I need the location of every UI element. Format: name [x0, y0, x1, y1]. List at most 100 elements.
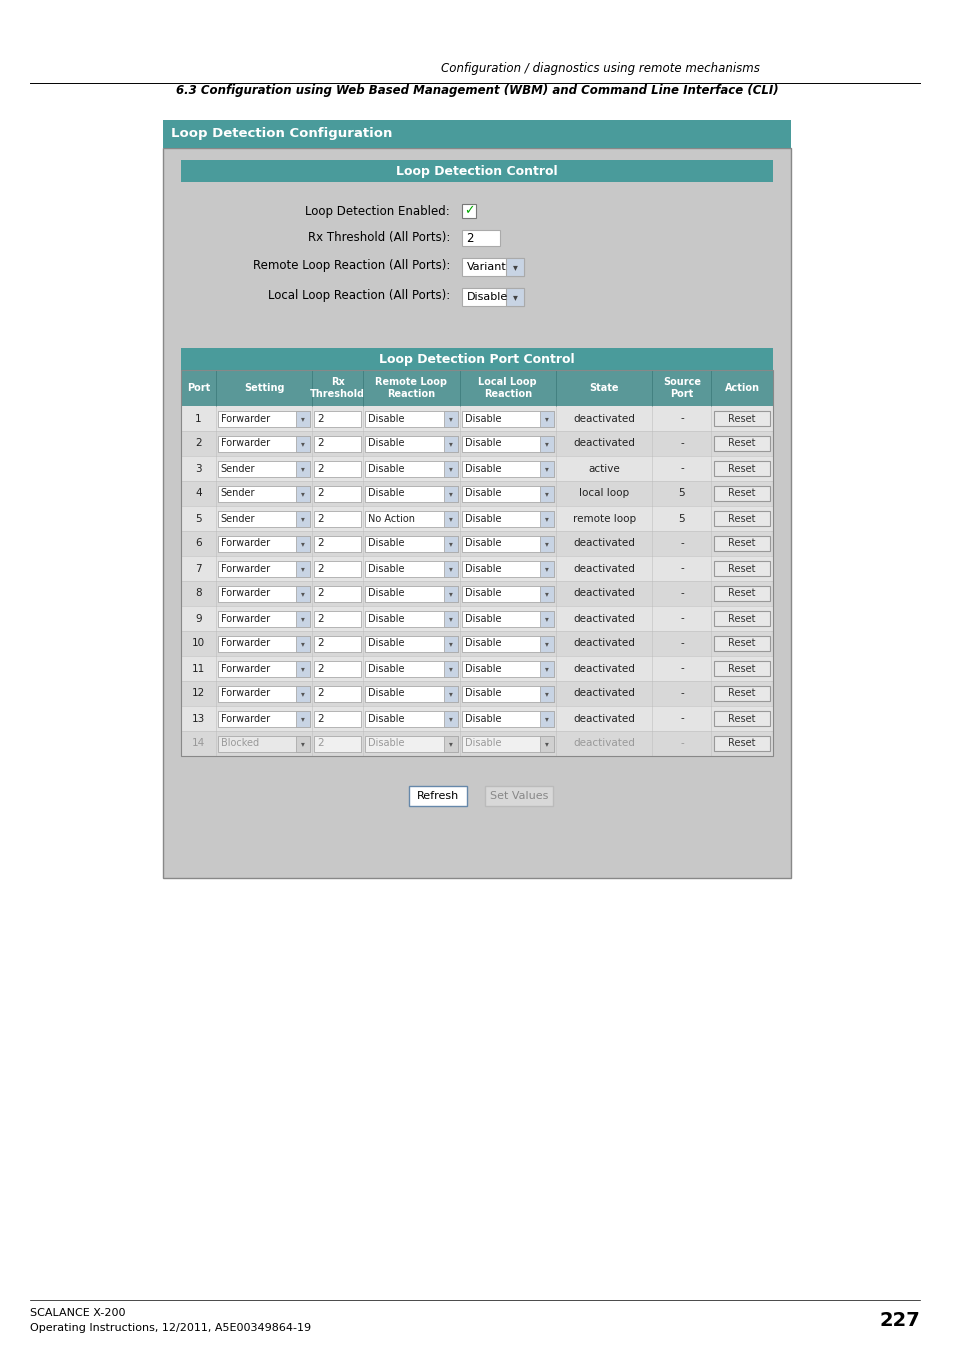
Bar	[217, 736, 310, 752]
Text: -: -	[679, 413, 683, 424]
Text: 6: 6	[195, 539, 201, 548]
Text: Reset: Reset	[728, 663, 755, 674]
Text: 10: 10	[192, 639, 205, 648]
Bar	[365, 536, 457, 552]
Bar	[181, 431, 772, 456]
Text: Forwarder: Forwarder	[220, 563, 270, 574]
Bar	[181, 456, 772, 481]
Bar	[461, 660, 554, 676]
Bar	[443, 660, 457, 676]
Text: Forwarder: Forwarder	[220, 639, 270, 648]
Text: Loop Detection Enabled:: Loop Detection Enabled:	[305, 204, 450, 217]
Text: -: -	[679, 563, 683, 574]
Bar	[461, 710, 554, 726]
Bar	[461, 460, 554, 477]
Bar	[365, 710, 457, 726]
Bar	[181, 348, 772, 370]
Bar	[314, 560, 361, 576]
Bar	[217, 636, 310, 652]
Text: Operating Instructions, 12/2011, A5E00349864-19: Operating Instructions, 12/2011, A5E0034…	[30, 1323, 311, 1332]
Bar	[714, 612, 769, 626]
Text: Disable: Disable	[464, 413, 500, 424]
Text: ▾: ▾	[301, 639, 305, 648]
Bar	[461, 736, 554, 752]
Bar	[714, 636, 769, 651]
Text: 11: 11	[192, 663, 205, 674]
Bar	[314, 710, 361, 726]
Text: -: -	[679, 688, 683, 698]
Bar	[714, 662, 769, 676]
Text: 7: 7	[195, 563, 201, 574]
Text: 14: 14	[192, 738, 205, 748]
Text: deactivated: deactivated	[573, 439, 635, 448]
Bar	[714, 562, 769, 576]
Bar	[443, 536, 457, 552]
Bar	[461, 610, 554, 626]
Bar	[314, 686, 361, 702]
Text: Disable: Disable	[464, 613, 500, 624]
Text: Reset: Reset	[728, 639, 755, 648]
Bar	[539, 536, 554, 552]
Text: Reset: Reset	[728, 513, 755, 524]
Text: 2: 2	[317, 563, 323, 574]
Text: Sender: Sender	[220, 489, 255, 498]
Text: -: -	[679, 613, 683, 624]
Text: Blocked: Blocked	[220, 738, 258, 748]
Bar	[539, 560, 554, 576]
Text: 2: 2	[317, 738, 323, 748]
Text: ▾: ▾	[301, 564, 305, 572]
Bar	[314, 410, 361, 427]
Bar	[217, 560, 310, 576]
Text: 2: 2	[317, 489, 323, 498]
Text: ▾: ▾	[544, 439, 548, 448]
Bar	[461, 230, 499, 246]
Text: 5: 5	[678, 489, 684, 498]
Text: ✓: ✓	[463, 204, 474, 217]
Bar	[296, 436, 310, 451]
Bar	[365, 660, 457, 676]
Bar	[539, 610, 554, 626]
Text: ▾: ▾	[448, 664, 452, 674]
Bar	[296, 510, 310, 526]
Text: Disable: Disable	[368, 688, 404, 698]
Bar	[443, 510, 457, 526]
Bar	[163, 148, 790, 878]
Text: Disable: Disable	[368, 463, 404, 474]
Bar	[365, 460, 457, 477]
Text: Forwarder: Forwarder	[220, 688, 270, 698]
Bar	[296, 586, 310, 602]
Text: ▾: ▾	[544, 714, 548, 724]
Text: Setting: Setting	[244, 383, 284, 393]
Text: local loop: local loop	[578, 489, 629, 498]
Text: 2: 2	[317, 463, 323, 474]
Text: ▾: ▾	[544, 539, 548, 548]
Text: Disable: Disable	[368, 613, 404, 624]
Text: Reset: Reset	[728, 714, 755, 724]
Bar	[365, 436, 457, 451]
Text: ▾: ▾	[301, 688, 305, 698]
Bar	[461, 536, 554, 552]
Text: deactivated: deactivated	[573, 738, 635, 748]
Bar	[461, 510, 554, 526]
Text: Forwarder: Forwarder	[220, 663, 270, 674]
Bar	[217, 510, 310, 526]
Text: ▾: ▾	[301, 414, 305, 423]
Bar	[539, 636, 554, 652]
Text: Disable: Disable	[464, 714, 500, 724]
Bar	[714, 436, 769, 451]
Bar	[461, 436, 554, 451]
Text: ▾: ▾	[544, 664, 548, 674]
Bar	[539, 736, 554, 752]
Text: Reset: Reset	[728, 413, 755, 424]
Text: ▾: ▾	[544, 738, 548, 748]
Text: Disable: Disable	[368, 439, 404, 448]
Text: active: active	[588, 463, 619, 474]
Text: Sender: Sender	[220, 513, 255, 524]
Bar	[365, 560, 457, 576]
Bar	[181, 370, 772, 406]
Text: Disable: Disable	[467, 292, 508, 302]
Text: 6.3 Configuration using Web Based Management (WBM) and Command Line Interface (C: 6.3 Configuration using Web Based Manage…	[175, 84, 778, 97]
Text: Reset: Reset	[728, 539, 755, 548]
Text: ▾: ▾	[544, 489, 548, 498]
Bar	[314, 436, 361, 451]
